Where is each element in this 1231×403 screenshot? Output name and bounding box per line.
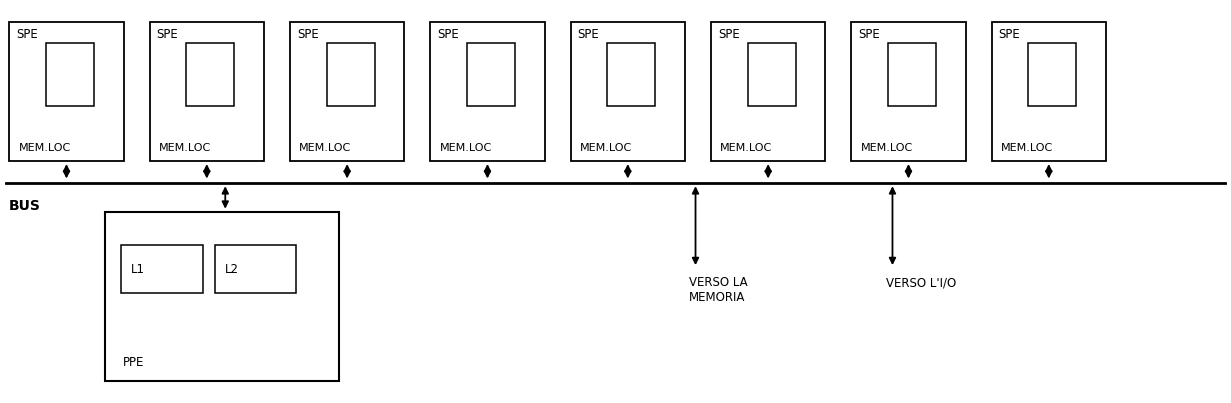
Text: MEM.LOC: MEM.LOC: [860, 143, 912, 153]
Bar: [888, 43, 936, 106]
Bar: [186, 43, 234, 106]
Text: L2: L2: [224, 263, 239, 276]
Bar: [712, 22, 825, 161]
Text: BUS: BUS: [9, 199, 41, 214]
Text: MEM.LOC: MEM.LOC: [720, 143, 772, 153]
Bar: [150, 22, 263, 161]
Bar: [46, 43, 94, 106]
Bar: [121, 245, 203, 293]
Bar: [992, 22, 1105, 161]
Text: VERSO LA
MEMORIA: VERSO LA MEMORIA: [689, 276, 748, 304]
Text: MEM.LOC: MEM.LOC: [439, 143, 491, 153]
Bar: [1028, 43, 1076, 106]
Bar: [289, 22, 404, 161]
Bar: [747, 43, 795, 106]
Bar: [431, 22, 544, 161]
Bar: [10, 22, 123, 161]
Text: VERSO L'I/O: VERSO L'I/O: [886, 276, 956, 289]
Text: SPE: SPE: [718, 28, 740, 41]
Text: MEM.LOC: MEM.LOC: [18, 143, 70, 153]
Bar: [467, 43, 515, 106]
Text: SPE: SPE: [858, 28, 880, 41]
Text: SPE: SPE: [156, 28, 178, 41]
Text: SPE: SPE: [16, 28, 38, 41]
Bar: [852, 22, 965, 161]
Bar: [105, 212, 339, 381]
Text: SPE: SPE: [437, 28, 459, 41]
Text: SPE: SPE: [297, 28, 319, 41]
Text: SPE: SPE: [998, 28, 1020, 41]
Text: MEM.LOC: MEM.LOC: [1001, 143, 1053, 153]
Text: SPE: SPE: [577, 28, 599, 41]
Text: MEM.LOC: MEM.LOC: [159, 143, 211, 153]
Bar: [214, 245, 297, 293]
Text: PPE: PPE: [123, 356, 145, 369]
Text: L1: L1: [130, 263, 145, 276]
Text: MEM.LOC: MEM.LOC: [299, 143, 351, 153]
Bar: [607, 43, 655, 106]
Text: MEM.LOC: MEM.LOC: [580, 143, 632, 153]
Bar: [570, 22, 684, 161]
Bar: [326, 43, 374, 106]
